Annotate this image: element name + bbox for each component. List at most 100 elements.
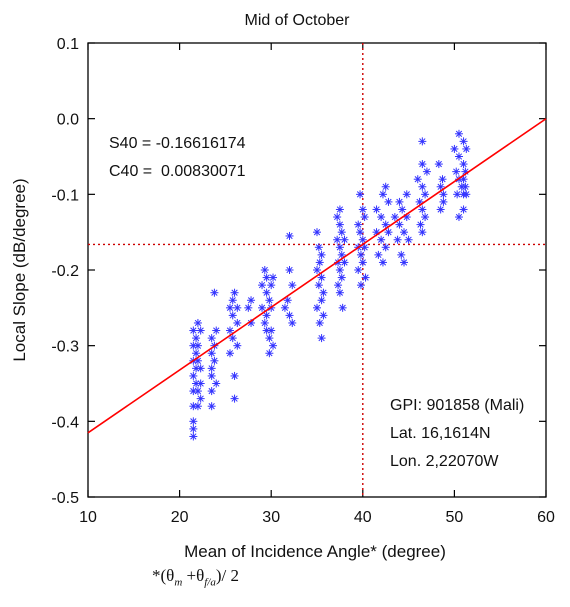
- data-point: [319, 288, 328, 297]
- x-axis-label: Mean of Incidence Angle* (degree): [184, 542, 446, 561]
- y-tick-label: 0.0: [57, 112, 79, 129]
- data-point: [193, 341, 202, 350]
- data-point: [260, 266, 269, 274]
- data-point: [189, 326, 198, 335]
- data-point: [340, 235, 349, 244]
- data-point: [404, 235, 413, 244]
- data-point: [265, 296, 274, 305]
- data-point: [260, 318, 269, 327]
- data-point: [267, 281, 276, 290]
- data-point: [317, 250, 326, 259]
- data-point: [189, 424, 198, 433]
- data-point: [314, 243, 323, 252]
- data-point: [280, 303, 289, 312]
- data-point: [230, 394, 239, 403]
- data-point: [354, 220, 363, 229]
- data-point: [418, 205, 427, 214]
- data-point: [335, 220, 344, 229]
- data-point: [395, 220, 404, 229]
- data-points: [189, 129, 471, 441]
- data-point: [207, 349, 216, 358]
- data-point: [439, 197, 448, 206]
- data-point: [258, 281, 267, 290]
- data-point: [335, 205, 344, 214]
- data-point: [400, 228, 409, 237]
- data-point: [317, 273, 326, 282]
- data-point: [207, 371, 216, 380]
- x-axis-ticks: 10 20 30 40 50 60: [79, 43, 555, 526]
- data-point: [360, 243, 369, 252]
- data-point: [192, 334, 201, 343]
- data-point: [228, 334, 237, 343]
- data-point: [402, 190, 411, 199]
- data-point: [189, 387, 198, 396]
- data-point: [335, 288, 344, 297]
- data-point: [315, 258, 324, 267]
- data-point: [285, 266, 294, 274]
- data-point: [313, 266, 321, 274]
- data-point: [418, 137, 427, 146]
- lat-annotation: Lat. 16,1614N: [390, 425, 491, 442]
- data-point: [395, 197, 404, 206]
- data-point: [462, 144, 471, 153]
- data-point: [452, 167, 461, 176]
- data-point: [207, 402, 216, 411]
- data-point: [393, 235, 402, 244]
- data-point: [358, 235, 367, 244]
- y-axis-label: Local Slope (dB/degree): [10, 178, 29, 361]
- footnote-sub-m: m: [174, 576, 183, 589]
- data-point: [334, 281, 343, 290]
- data-point: [265, 334, 274, 343]
- data-point: [288, 281, 297, 290]
- x-tick-label: 10: [79, 509, 97, 526]
- data-point: [317, 334, 326, 343]
- data-point: [340, 258, 349, 267]
- data-point: [335, 243, 344, 252]
- data-point: [337, 273, 346, 282]
- data-point: [459, 205, 468, 214]
- s40-annotation: S40 = -0.16616174: [109, 135, 246, 152]
- data-point: [230, 288, 239, 297]
- data-point: [196, 326, 205, 335]
- data-point: [230, 371, 239, 380]
- data-point: [374, 250, 383, 259]
- data-point: [193, 402, 202, 411]
- data-point: [196, 364, 205, 373]
- footnote-sub-fa: f/a: [204, 576, 216, 589]
- data-point: [207, 387, 216, 396]
- data-point: [189, 371, 198, 380]
- chart-title: Mid of October: [245, 12, 351, 29]
- data-point: [228, 296, 237, 305]
- x-tick-label: 30: [262, 509, 280, 526]
- data-point: [438, 175, 447, 184]
- data-point: [459, 160, 468, 169]
- data-point: [196, 394, 205, 403]
- data-point: [397, 250, 406, 259]
- data-point: [317, 296, 326, 305]
- y-tick-label: -0.1: [51, 187, 79, 204]
- data-point: [333, 235, 342, 244]
- data-point: [354, 266, 363, 274]
- reference-lines: [88, 43, 546, 497]
- data-point: [377, 235, 386, 244]
- lon-annotation: Lon. 2,22070W: [390, 453, 499, 470]
- data-point: [381, 243, 390, 252]
- x-tick-label: 40: [354, 509, 372, 526]
- data-point: [337, 228, 346, 237]
- data-point: [189, 432, 198, 441]
- fit-line-group: [87, 118, 547, 434]
- data-point: [434, 160, 443, 169]
- data-point: [418, 182, 427, 191]
- data-point: [384, 228, 393, 237]
- data-point: [413, 175, 422, 184]
- data-point: [189, 341, 198, 350]
- data-point: [459, 137, 468, 146]
- data-point: [267, 326, 276, 335]
- data-point: [244, 303, 253, 312]
- data-point: [233, 318, 242, 327]
- data-point: [439, 190, 448, 199]
- data-point: [436, 205, 445, 214]
- data-point: [247, 296, 256, 305]
- data-point: [358, 258, 367, 267]
- data-point: [189, 417, 198, 426]
